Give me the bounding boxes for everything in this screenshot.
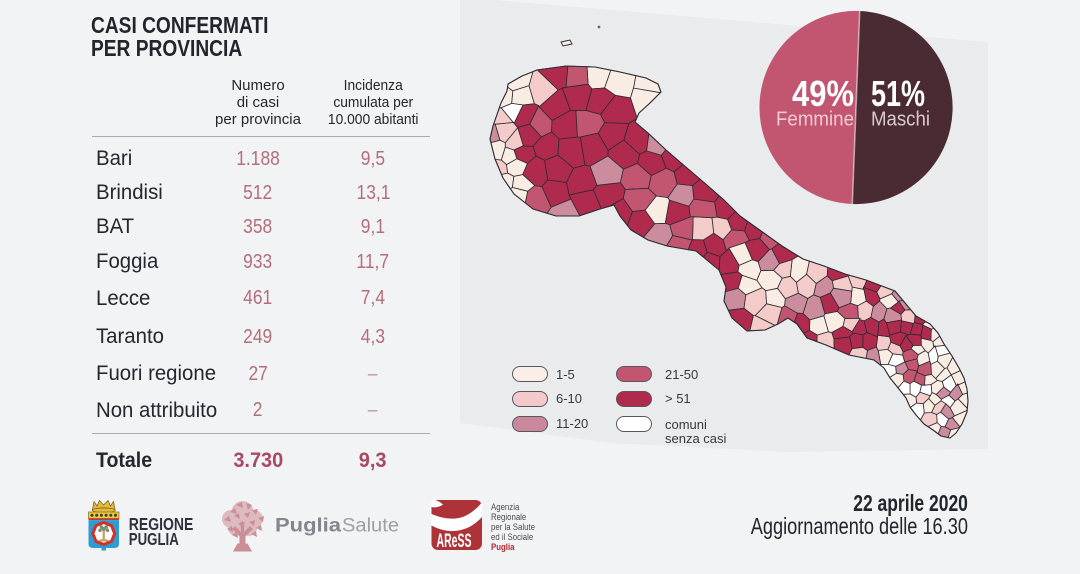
- svg-text:AReSS: AReSS: [437, 531, 472, 552]
- svg-text:PUGLIA: PUGLIA: [129, 529, 179, 549]
- svg-text:Maschi: Maschi: [871, 109, 930, 131]
- svg-text:Puglia: Puglia: [275, 516, 341, 537]
- svg-text:Femmine: Femmine: [776, 109, 854, 131]
- svg-text:51%: 51%: [871, 73, 925, 114]
- svg-text:REGIONE: REGIONE: [129, 514, 194, 534]
- svg-text:Salute: Salute: [342, 516, 399, 537]
- svg-text:49%: 49%: [792, 73, 854, 114]
